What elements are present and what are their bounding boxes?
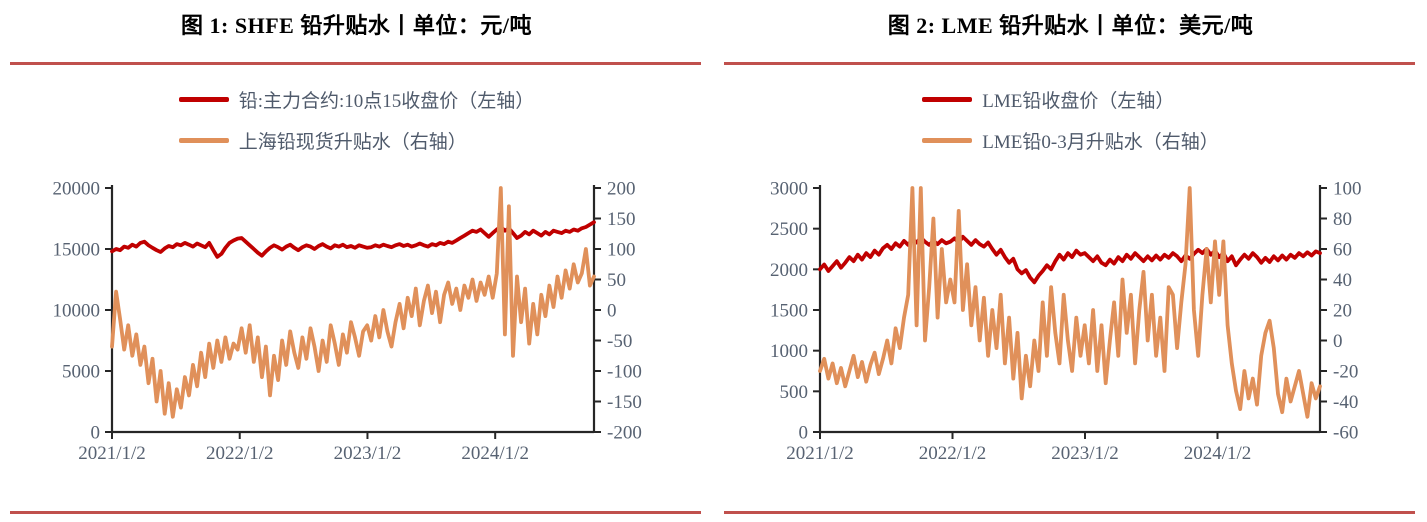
svg-text:3000: 3000 [770, 179, 808, 200]
svg-text:-200: -200 [607, 423, 642, 444]
svg-text:80: 80 [1333, 209, 1352, 230]
svg-text:-50: -50 [607, 331, 632, 352]
svg-text:5000: 5000 [62, 362, 100, 383]
svg-text:-40: -40 [1333, 392, 1358, 413]
chart-title-shfe: 图 1: SHFE 铅升贴水丨单位：元/吨 [181, 13, 532, 38]
premium-line-swatch-icon [922, 138, 973, 143]
svg-text:40: 40 [1333, 270, 1352, 291]
shfe-line-chart: 20000 15000 10000 5000 0 200 150 100 50 0 -50 -100 -… [53, 179, 642, 465]
legend-label-premium: LME铅0-3月升贴水（右轴） [982, 132, 1219, 153]
svg-text:200: 200 [607, 179, 636, 200]
svg-text:500: 500 [780, 382, 809, 403]
svg-text:50: 50 [607, 270, 626, 291]
svg-text:2023/1/2: 2023/1/2 [334, 443, 402, 464]
legend-label-price: LME铅收盘价（左轴） [982, 91, 1175, 112]
svg-text:15000: 15000 [53, 240, 101, 261]
svg-text:-150: -150 [607, 392, 642, 413]
svg-text:60: 60 [1333, 240, 1352, 261]
price-line-swatch-icon [922, 97, 973, 102]
svg-text:0: 0 [1333, 331, 1343, 352]
legend-shfe: 铅:主力合约:10点15收盘价（左轴） 上海铅现货升贴水（右轴） [0, 86, 713, 154]
svg-text:100: 100 [1333, 179, 1362, 200]
lme-chart-panel: 图 2: LME 铅升贴水丨单位：美元/吨 LME铅收盘价（左轴） LME铅0-… [714, 0, 1427, 522]
title-separator-rule [724, 62, 1415, 65]
svg-text:2000: 2000 [770, 260, 808, 281]
premium-line-swatch-icon [178, 138, 229, 143]
svg-text:-60: -60 [1333, 423, 1358, 444]
legend-item-premium: 上海铅现货升贴水（右轴） [178, 127, 467, 154]
svg-text:2022/1/2: 2022/1/2 [206, 443, 274, 464]
svg-text:2021/1/2: 2021/1/2 [786, 443, 854, 464]
bottom-separator-rule [724, 511, 1415, 514]
shfe-chart-panel: 图 1: SHFE 铅升贴水丨单位：元/吨 铅:主力合约:10点15收盘价（左轴… [0, 0, 713, 522]
legend-label-premium: 上海铅现货升贴水（右轴） [238, 132, 467, 153]
svg-text:0: 0 [91, 423, 101, 444]
legend-item-price: 铅:主力合约:10点15收盘价（左轴） [178, 86, 535, 113]
chart-title-lme: 图 2: LME 铅升贴水丨单位：美元/吨 [887, 13, 1254, 38]
legend-rows: 铅:主力合约:10点15收盘价（左轴） 上海铅现货升贴水（右轴） [178, 86, 535, 154]
svg-text:2023/1/2: 2023/1/2 [1051, 443, 1119, 464]
legend-item-premium: LME铅0-3月升贴水（右轴） [922, 127, 1219, 154]
legend-label-price: 铅:主力合约:10点15收盘价（左轴） [238, 91, 535, 112]
legend-item-price: LME铅收盘价（左轴） [922, 86, 1174, 113]
legend-lme: LME铅收盘价（左轴） LME铅0-3月升贴水（右轴） [714, 86, 1427, 154]
bottom-separator-rule [10, 511, 701, 514]
svg-text:2022/1/2: 2022/1/2 [919, 443, 987, 464]
svg-text:100: 100 [607, 240, 636, 261]
price-line-swatch-icon [178, 97, 229, 102]
svg-text:20000: 20000 [53, 179, 101, 200]
svg-text:2024/1/2: 2024/1/2 [461, 443, 529, 464]
svg-text:-20: -20 [1333, 362, 1358, 383]
svg-text:2024/1/2: 2024/1/2 [1184, 443, 1252, 464]
lme-line-chart: 3000 2500 2000 1500 1000 500 0 100 80 60 40 20 0 -20 -… [770, 179, 1362, 465]
svg-text:0: 0 [607, 301, 617, 322]
svg-text:2021/1/2: 2021/1/2 [78, 443, 146, 464]
svg-text:1000: 1000 [770, 341, 808, 362]
legend-rows: LME铅收盘价（左轴） LME铅0-3月升贴水（右轴） [922, 86, 1219, 154]
svg-text:10000: 10000 [53, 301, 101, 322]
svg-text:2500: 2500 [770, 219, 808, 240]
svg-text:1500: 1500 [770, 301, 808, 322]
svg-text:-100: -100 [607, 362, 642, 383]
svg-text:20: 20 [1333, 301, 1352, 322]
title-separator-rule [10, 62, 701, 65]
svg-text:150: 150 [607, 209, 636, 230]
svg-text:0: 0 [799, 423, 809, 444]
